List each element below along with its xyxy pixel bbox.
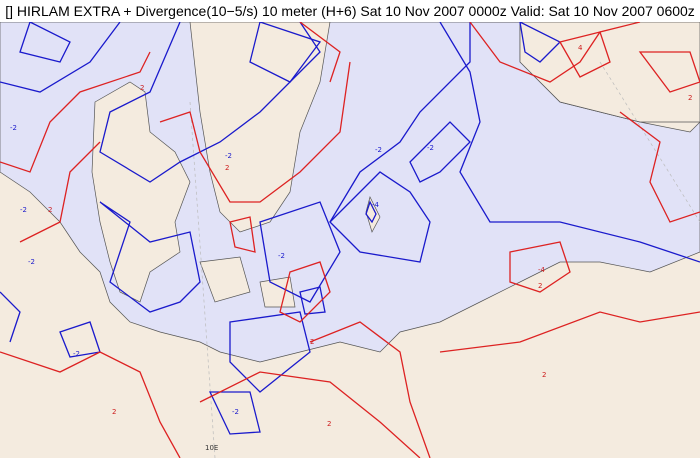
denmark-land xyxy=(91,81,191,303)
finland-land xyxy=(470,22,700,123)
map-title: [] HIRLAM EXTRA + Divergence(10−5/s) 10 … xyxy=(0,0,700,22)
islands xyxy=(199,256,296,308)
contour-label: -2 xyxy=(427,144,434,152)
contour-label: -2 xyxy=(232,408,239,416)
divergence-map: -2 -2 -2 -2 -2 -4 -2 -2 -2 -2 2 2 2 4 2 … xyxy=(0,22,700,458)
contour-label: 2 xyxy=(688,94,692,102)
contour-label: 2 xyxy=(310,338,314,346)
contour-label: -4 xyxy=(538,266,546,274)
contour-label: 4 xyxy=(578,44,583,52)
negative-contours xyxy=(0,22,700,435)
contour-label: 2 xyxy=(140,84,144,92)
contour-label: -4 xyxy=(372,201,380,209)
contour-label: -2 xyxy=(225,152,232,160)
gotland-island xyxy=(365,196,381,233)
contour-labels: -2 -2 -2 -2 -2 -4 -2 -2 -2 -2 2 2 2 4 2 … xyxy=(10,44,692,452)
contour-label: -2 xyxy=(278,252,285,260)
contour-label: -2 xyxy=(73,350,80,358)
contour-label: 2 xyxy=(542,371,546,379)
contour-label: -2 xyxy=(28,258,35,266)
contour-label: 2 xyxy=(538,282,542,290)
contour-label: -2 xyxy=(375,146,382,154)
contour-label: 2 xyxy=(112,408,116,416)
contour-label: 2 xyxy=(48,206,52,214)
contour-label: 2 xyxy=(327,420,331,428)
positive-contours xyxy=(0,22,700,458)
contour-label: 2 xyxy=(225,164,229,172)
sea-area xyxy=(0,22,700,363)
contour-label: -2 xyxy=(20,206,27,214)
meridian-line xyxy=(599,61,700,223)
longitude-label: 10E xyxy=(205,444,218,452)
contour-label: -2 xyxy=(10,124,17,132)
